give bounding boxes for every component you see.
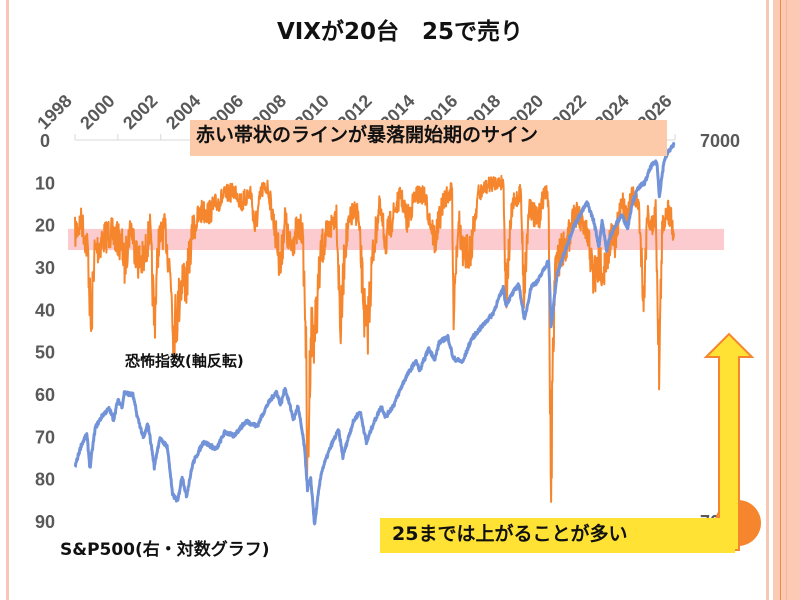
y-left-tick-label: 70	[35, 427, 55, 447]
annotation-signal-band: 赤い帯状のラインが暴落開始期のサイン	[190, 120, 667, 156]
x-tick-label: 2000	[76, 91, 118, 133]
left-border-decoration	[6, 0, 9, 600]
y-left-tick-label: 60	[35, 385, 55, 405]
annotation-sp500-label: S&P500(右・対数グラフ)	[60, 540, 270, 560]
chart-title: VIXが20台 25で売り	[276, 19, 524, 45]
annotation-rise-note: 25までは上がることが多い	[380, 518, 735, 553]
vix-line	[74, 174, 675, 503]
sp500-line	[73, 141, 676, 526]
right-border-line	[780, 0, 781, 600]
right-border-decoration	[766, 0, 769, 600]
y-left-tick-label: 40	[35, 300, 55, 320]
y-left-tick-label: 0	[40, 131, 50, 151]
x-tick-label: 1998	[33, 91, 75, 133]
y-left-tick-label: 50	[35, 343, 55, 363]
y-left-tick-label: 10	[35, 173, 55, 193]
x-tick-label: 2002	[119, 91, 161, 133]
annotation-vix-label: 恐怖指数(軸反転)	[125, 352, 244, 370]
y-right-tick-label: 7000	[700, 131, 740, 151]
y-left-tick-label: 90	[35, 512, 55, 532]
right-border-line	[786, 0, 787, 600]
y-left-tick-label: 30	[35, 258, 55, 278]
y-left-tick-label: 20	[35, 216, 55, 236]
y-left-tick-label: 80	[35, 470, 55, 490]
